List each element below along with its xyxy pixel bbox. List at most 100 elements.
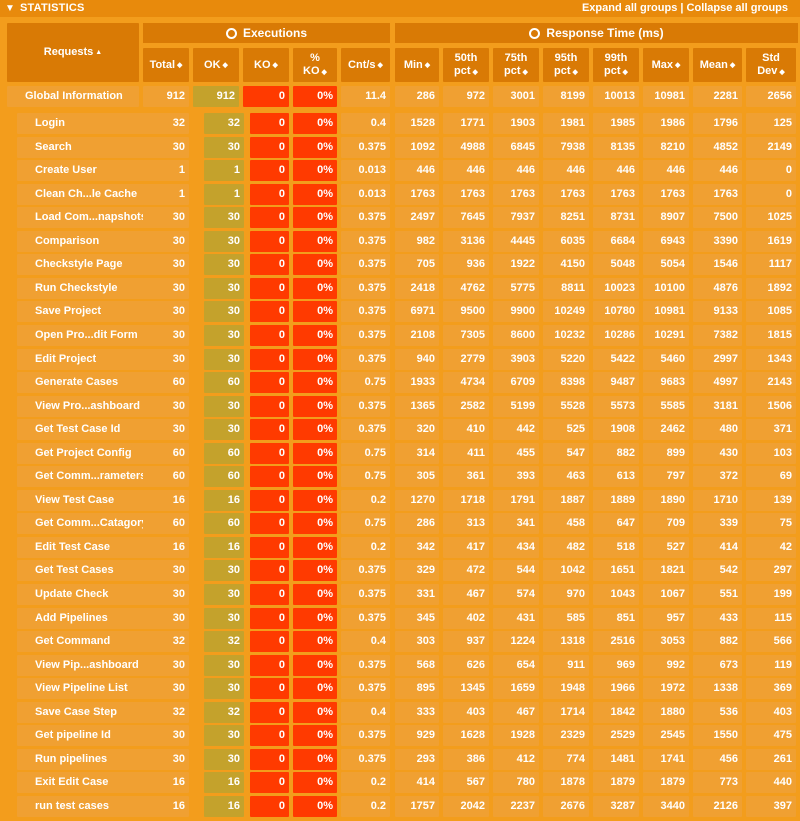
executions-icon — [225, 27, 237, 39]
table-row[interactable]: Edit Project 30 30 0 0% 0.375 940 2779 3903 5220 5… — [0, 348, 800, 370]
table-row[interactable]: Comparison 30 30 0 0% 0.375 982 3136 4445 6035 668… — [0, 230, 800, 252]
p75-cell: 574 — [493, 584, 539, 605]
request-name[interactable]: Edit Test Case — [17, 536, 153, 558]
global-information-row[interactable]: Global Information 912 912 0 0% 11.4 286 972 300… — [0, 86, 800, 107]
col-cnts[interactable]: Cnt/s ◆ — [341, 48, 390, 82]
expand-all-groups-link[interactable]: Expand all groups — [581, 2, 678, 14]
table-row[interactable]: Login 32 32 0 0% 0.4 1528 1771 1903 1981 1985 1986 1… — [0, 113, 800, 134]
table-row[interactable]: run test cases 16 16 0 0% 0.2 1757 2042 2237 2676… — [0, 795, 800, 817]
collapse-all-groups-link[interactable]: Collapse all groups — [686, 2, 788, 14]
table-row[interactable]: Exit Edit Case 16 16 0 0% 0.2 414 567 780 1878 187… — [0, 772, 800, 794]
col-p99[interactable]: 99th pct ◆ — [593, 48, 639, 82]
table-row[interactable]: Search 30 30 0 0% 0.375 1092 4988 6845 7938 8135 82… — [0, 136, 800, 158]
table-row[interactable]: View Pip...ashboard 30 30 0 0% 0.375 568 626 654… — [0, 654, 800, 676]
collapse-caret-icon[interactable]: ▼ — [5, 3, 15, 14]
request-name[interactable]: Clean Ch...le Cache — [17, 183, 153, 205]
table-row[interactable]: Get pipeline Id 30 30 0 0% 0.375 929 1628 1928 23… — [0, 725, 800, 747]
col-requests[interactable]: Requests ▲ — [7, 23, 139, 82]
request-name[interactable]: Get Project Config — [17, 442, 153, 464]
p50-cell: 9500 — [443, 301, 489, 323]
request-name[interactable]: Generate Cases — [17, 372, 153, 394]
p75-cell: 434 — [493, 536, 539, 558]
table-row[interactable]: Get Comm...Catagory 60 60 0 0% 0.75 286 313 341 4… — [0, 513, 800, 535]
table-row[interactable]: Get Project Config 60 60 0 0% 0.75 314 411 455 54… — [0, 442, 800, 464]
min-cell: 314 — [395, 442, 439, 464]
table-row[interactable]: Get Command Options323200%0.430393712241… — [0, 631, 800, 668]
table-row[interactable]: Add Pipelines 30 30 0 0% 0.375 345 402 431 585 851… — [0, 607, 800, 629]
request-name[interactable]: View Pip...ashboard — [17, 654, 153, 676]
request-name[interactable]: Run Checkstyle — [17, 277, 153, 299]
table-row[interactable]: Update Check 30 30 0 0% 0.375 331 467 574 970 1043… — [0, 584, 800, 605]
p99-cell: 1651 — [593, 560, 639, 582]
request-name[interactable]: Comparison — [17, 230, 153, 252]
request-name[interactable]: Run pipelines — [17, 748, 153, 770]
table-row[interactable]: Checkstyle Page 30 30 0 0% 0.375 705 936 1922 415… — [0, 254, 800, 276]
table-row[interactable]: View Pro...ashboard 30 30 0 0% 0.375 1365 2582 5… — [0, 395, 800, 417]
request-name[interactable]: Global Information — [7, 86, 139, 107]
request-name[interactable]: Get Comm...rameters — [17, 466, 153, 488]
sort-icon: ◆ — [177, 61, 183, 69]
table-row[interactable]: Run Checkstyle 30 30 0 0% 0.375 2418 4762 5775 88… — [0, 277, 800, 299]
request-name[interactable]: Checkstyle Page — [17, 254, 153, 276]
col-max[interactable]: Max ◆ — [643, 48, 689, 82]
p95-cell: 1763 — [543, 183, 589, 205]
col-p99-label-1: 99th — [604, 51, 628, 64]
response-time-label: Response Time (ms) — [546, 26, 664, 40]
sort-icon: ◆ — [321, 68, 327, 76]
request-name[interactable]: Create User — [17, 160, 153, 182]
p95-cell: 2329 — [543, 725, 589, 747]
request-name[interactable]: Get Comm...Catagory — [17, 513, 153, 535]
table-row[interactable]: Load Com...napshots 30 30 0 0% 0.375 2497 7645 7… — [0, 207, 800, 229]
table-row[interactable]: Get Test Cases 30 30 0 0% 0.375 329 472 544 1042 1… — [0, 560, 800, 582]
request-name[interactable]: View Pro...ashboard — [17, 395, 153, 417]
request-name[interactable]: Load Com...napshots — [17, 207, 153, 229]
table-row[interactable]: Save Project 30 30 0 0% 0.375 6971 9500 9900 1024… — [0, 301, 800, 323]
table-row[interactable]: Create User 1 1 0 0% 0.013 446 446 446 446 446 446 4… — [0, 160, 800, 182]
request-name[interactable]: Search — [17, 136, 153, 158]
min-cell: 333 — [395, 701, 439, 723]
request-name[interactable]: Get Test Case Id — [17, 419, 153, 441]
table-row[interactable]: Generate Cases 60 60 0 0% 0.75 1933 4734 6709 839… — [0, 372, 800, 394]
request-name[interactable]: View Pipeline List — [17, 678, 153, 700]
col-mean[interactable]: Mean ◆ — [693, 48, 742, 82]
min-cell: 303 — [395, 631, 439, 653]
request-name[interactable]: Update Check — [17, 584, 153, 605]
std-cell: 261 — [746, 748, 796, 770]
request-name[interactable]: Edit Project — [17, 348, 153, 370]
ok-cell: 30 — [204, 654, 244, 676]
table-row[interactable]: Open Pro...dit Form 30 30 0 0% 0.375 2108 7305 8… — [0, 324, 800, 346]
sort-icon: ◆ — [424, 61, 431, 69]
table-row[interactable]: Clean Ch...le Cache 1 1 0 0% 0.013 1763 1763 176… — [0, 183, 800, 205]
request-name[interactable]: Login — [17, 113, 153, 134]
table-row[interactable]: View Test Case 16 16 0 0% 0.2 1270 1718 1791 1887… — [0, 489, 800, 511]
request-name[interactable]: Add Pipelines — [17, 607, 153, 629]
max-cell: 10981 — [643, 86, 689, 107]
col-ok[interactable]: OK ◆ — [193, 48, 239, 82]
table-row[interactable]: Edit Test Case 16 16 0 0% 0.2 342 417 434 482 518 5… — [0, 536, 800, 558]
col-p95[interactable]: 95th pct ◆ — [543, 48, 589, 82]
request-name[interactable]: Save Project — [17, 301, 153, 323]
request-name[interactable]: Save Case Step — [17, 701, 153, 723]
request-name[interactable]: Open Pro...dit Form — [17, 324, 153, 346]
request-name[interactable]: View Test Case — [17, 489, 153, 511]
request-name[interactable]: run test cases — [17, 795, 153, 817]
request-name[interactable]: Get Command Options — [17, 631, 153, 668]
table-row[interactable]: Save Case Step 32 32 0 0% 0.4 333 403 467 1714 184… — [0, 701, 800, 723]
request-name[interactable]: Get pipeline Id — [17, 725, 153, 747]
col-total[interactable]: Total ◆ — [143, 48, 189, 82]
request-name[interactable]: Get Test Cases — [17, 560, 153, 582]
request-name[interactable]: Exit Edit Case — [17, 772, 153, 794]
col-p50[interactable]: 50th pct ◆ — [443, 48, 489, 82]
table-row[interactable]: Get Test Case Id 30 30 0 0% 0.375 320 410 442 525… — [0, 419, 800, 441]
table-row[interactable]: Get Comm...rameters 60 60 0 0% 0.75 305 361 393 4… — [0, 466, 800, 488]
p75-cell: 442 — [493, 419, 539, 441]
min-cell: 1365 — [395, 395, 439, 417]
p75-cell: 1922 — [493, 254, 539, 276]
col-min[interactable]: Min ◆ — [395, 48, 439, 82]
col-p75[interactable]: 75th pct ◆ — [493, 48, 539, 82]
col-ko[interactable]: KO ◆ — [243, 48, 289, 82]
col-pct-ko[interactable]: % KO ◆ — [293, 48, 337, 82]
table-row[interactable]: View Pipeline List 30 30 0 0% 0.375 895 1345 165… — [0, 678, 800, 700]
table-row[interactable]: Run pipelines 30 30 0 0% 0.375 293 386 412 774 148… — [0, 748, 800, 770]
col-std[interactable]: Std Dev ◆ — [746, 48, 796, 82]
